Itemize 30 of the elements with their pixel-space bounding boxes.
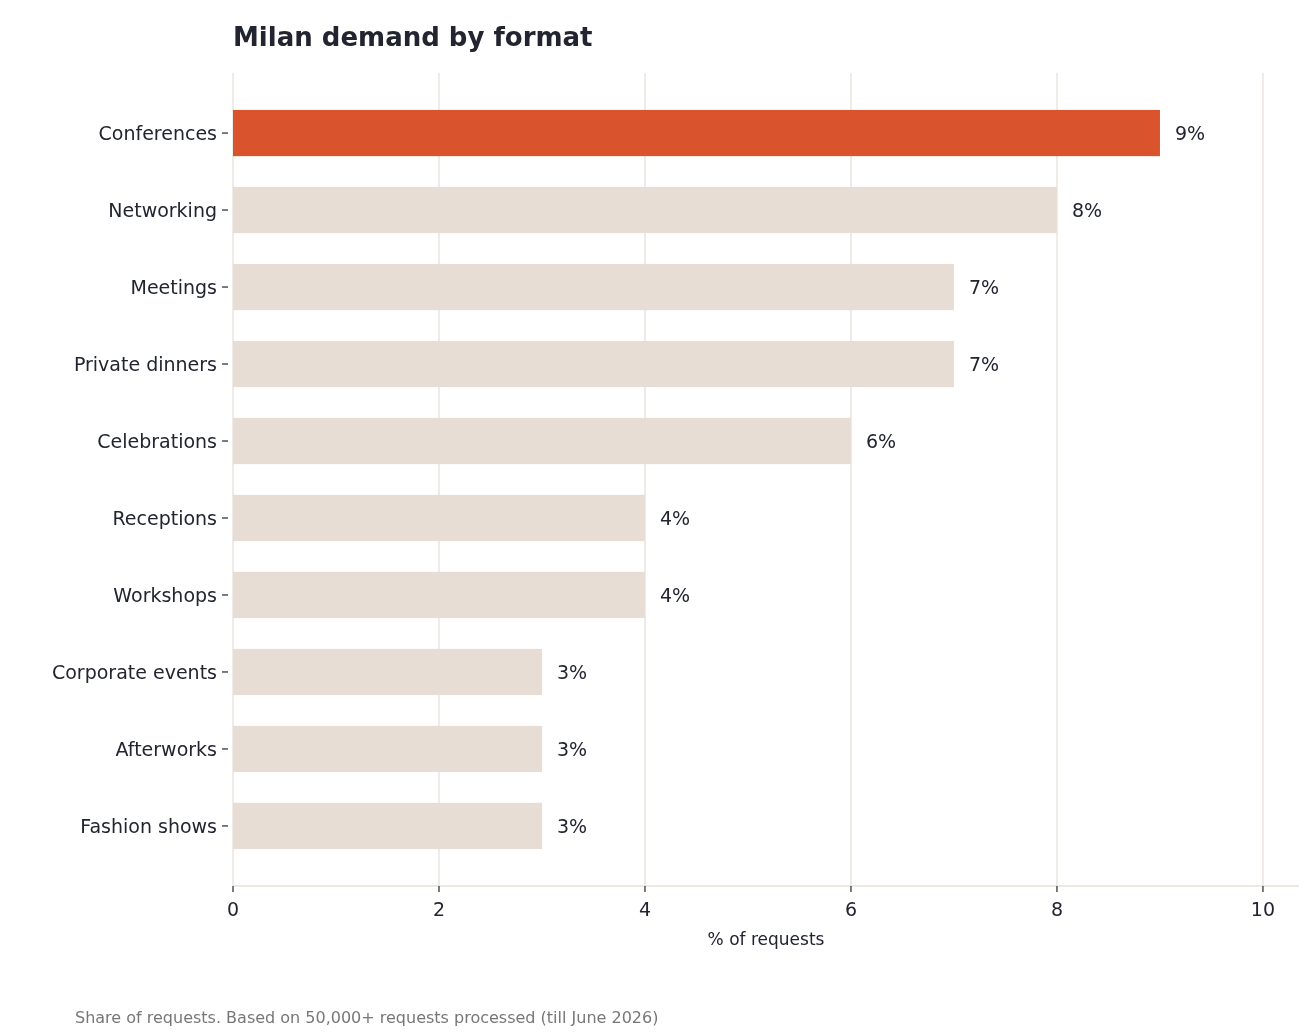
y-tick-label: Private dinners: [73, 352, 217, 375]
x-tick-label: 6: [844, 898, 858, 920]
y-tick-label: Networking: [108, 198, 217, 221]
bar: [233, 109, 1160, 157]
data-label: 8%: [1071, 198, 1103, 221]
y-tick-label: Celebrations: [97, 429, 217, 452]
y-tick-label: Corporate events: [51, 660, 217, 683]
x-tick-label: 8: [1050, 898, 1064, 920]
y-tick-label: Workshops: [113, 583, 217, 606]
data-label: 3%: [556, 660, 588, 683]
data-label: 7%: [968, 352, 1000, 375]
x-axis-title: % of requests: [707, 929, 825, 949]
y-tick-label: Conferences: [98, 121, 217, 144]
x-tick-label: 10: [1250, 898, 1276, 920]
y-tick-label: Fashion shows: [80, 814, 217, 837]
chart-title: Milan demand by format: [233, 22, 593, 52]
y-tick-label: Afterworks: [115, 737, 217, 760]
data-label: 9%: [1174, 121, 1206, 144]
x-tick-label: 2: [432, 898, 446, 920]
data-label: 4%: [659, 583, 691, 606]
data-label: 6%: [865, 429, 897, 452]
data-label: 7%: [968, 275, 1000, 298]
data-label: 3%: [556, 814, 588, 837]
y-tick-label: Meetings: [130, 275, 217, 298]
data-label: 3%: [556, 737, 588, 760]
x-tick-label: 4: [638, 898, 652, 920]
y-tick-label: Receptions: [112, 506, 217, 529]
x-tick-label: 0: [226, 898, 240, 920]
data-label: 4%: [659, 506, 691, 529]
text: Share of requests. Based on 50,000+ requests processed (till June 2026): [75, 1008, 659, 1027]
